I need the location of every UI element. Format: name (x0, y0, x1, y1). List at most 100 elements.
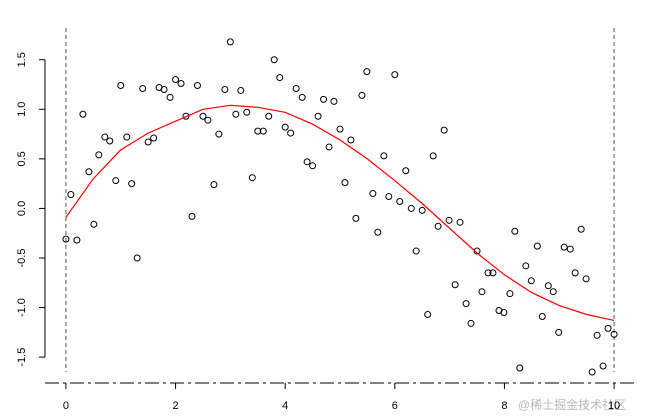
point (385, 193, 393, 201)
point (604, 324, 612, 332)
point (325, 143, 333, 151)
y-tick-label: 1.5 (16, 52, 28, 67)
point (182, 112, 190, 120)
point (374, 228, 382, 236)
y-tick-label: 0.5 (16, 151, 28, 166)
point (221, 85, 229, 93)
point (511, 227, 519, 235)
point (380, 152, 388, 160)
x-tick-label: 8 (501, 400, 507, 412)
point (144, 138, 152, 146)
point (177, 80, 185, 88)
point (358, 91, 366, 99)
point (555, 328, 563, 336)
point (106, 137, 114, 145)
point (188, 212, 196, 220)
point (309, 162, 317, 170)
point (445, 216, 453, 224)
point (440, 126, 448, 134)
point (133, 254, 141, 262)
point (352, 214, 360, 222)
point (276, 74, 284, 82)
x-tick-label: 4 (282, 400, 288, 412)
y-tick-label: 0.0 (16, 201, 28, 216)
point (193, 81, 201, 89)
point (527, 277, 535, 285)
point (128, 180, 136, 188)
y-tick-label: 1.0 (16, 102, 28, 117)
point (237, 86, 245, 94)
point (336, 125, 344, 133)
point (549, 288, 557, 296)
point (101, 133, 109, 141)
x-tick-label: 6 (392, 400, 398, 412)
fit-line (65, 104, 615, 321)
y-tick-label: -1.5 (16, 348, 28, 367)
point (287, 129, 295, 137)
y-tick-label: -1.0 (16, 298, 28, 317)
point (456, 218, 464, 226)
x-tick-label: 10 (608, 400, 620, 412)
point (467, 319, 475, 327)
point (582, 275, 590, 283)
point (363, 68, 371, 76)
point (215, 130, 223, 138)
point (599, 362, 607, 370)
point (79, 110, 87, 118)
point (544, 282, 552, 290)
point (210, 181, 218, 189)
point (281, 123, 289, 131)
point (303, 158, 311, 166)
point (506, 290, 514, 298)
x-tick-label: 0 (63, 400, 69, 412)
point (500, 309, 508, 317)
point (204, 116, 212, 124)
point (418, 206, 426, 214)
point (95, 151, 103, 159)
point (199, 112, 207, 120)
point (254, 127, 262, 135)
point (226, 38, 234, 46)
point (610, 330, 618, 338)
point (566, 245, 574, 253)
point (112, 177, 120, 185)
point (429, 152, 437, 160)
point (67, 191, 75, 199)
point (577, 225, 585, 233)
point (593, 331, 601, 339)
point (248, 174, 256, 182)
watermark: @稀土掘金技术社区 (518, 397, 626, 412)
point (588, 368, 596, 376)
point (484, 269, 492, 277)
point (62, 235, 70, 243)
point (270, 56, 278, 64)
point (434, 222, 442, 230)
point (232, 110, 240, 118)
point (478, 288, 486, 296)
point (538, 312, 546, 320)
point (160, 85, 168, 93)
point (347, 136, 355, 144)
point (117, 81, 125, 89)
point (560, 243, 568, 251)
point (407, 204, 415, 212)
point (341, 179, 349, 187)
point (259, 127, 267, 135)
point (90, 220, 98, 228)
point (265, 112, 273, 120)
point (516, 364, 524, 372)
point (298, 93, 306, 101)
point (571, 269, 579, 277)
point (320, 95, 328, 103)
point (522, 262, 530, 270)
point (243, 108, 251, 116)
point (391, 71, 399, 79)
point (123, 133, 131, 141)
point (396, 197, 404, 205)
point (150, 134, 158, 142)
point (489, 269, 497, 277)
point (85, 168, 93, 176)
point (424, 311, 432, 319)
point (166, 93, 174, 101)
